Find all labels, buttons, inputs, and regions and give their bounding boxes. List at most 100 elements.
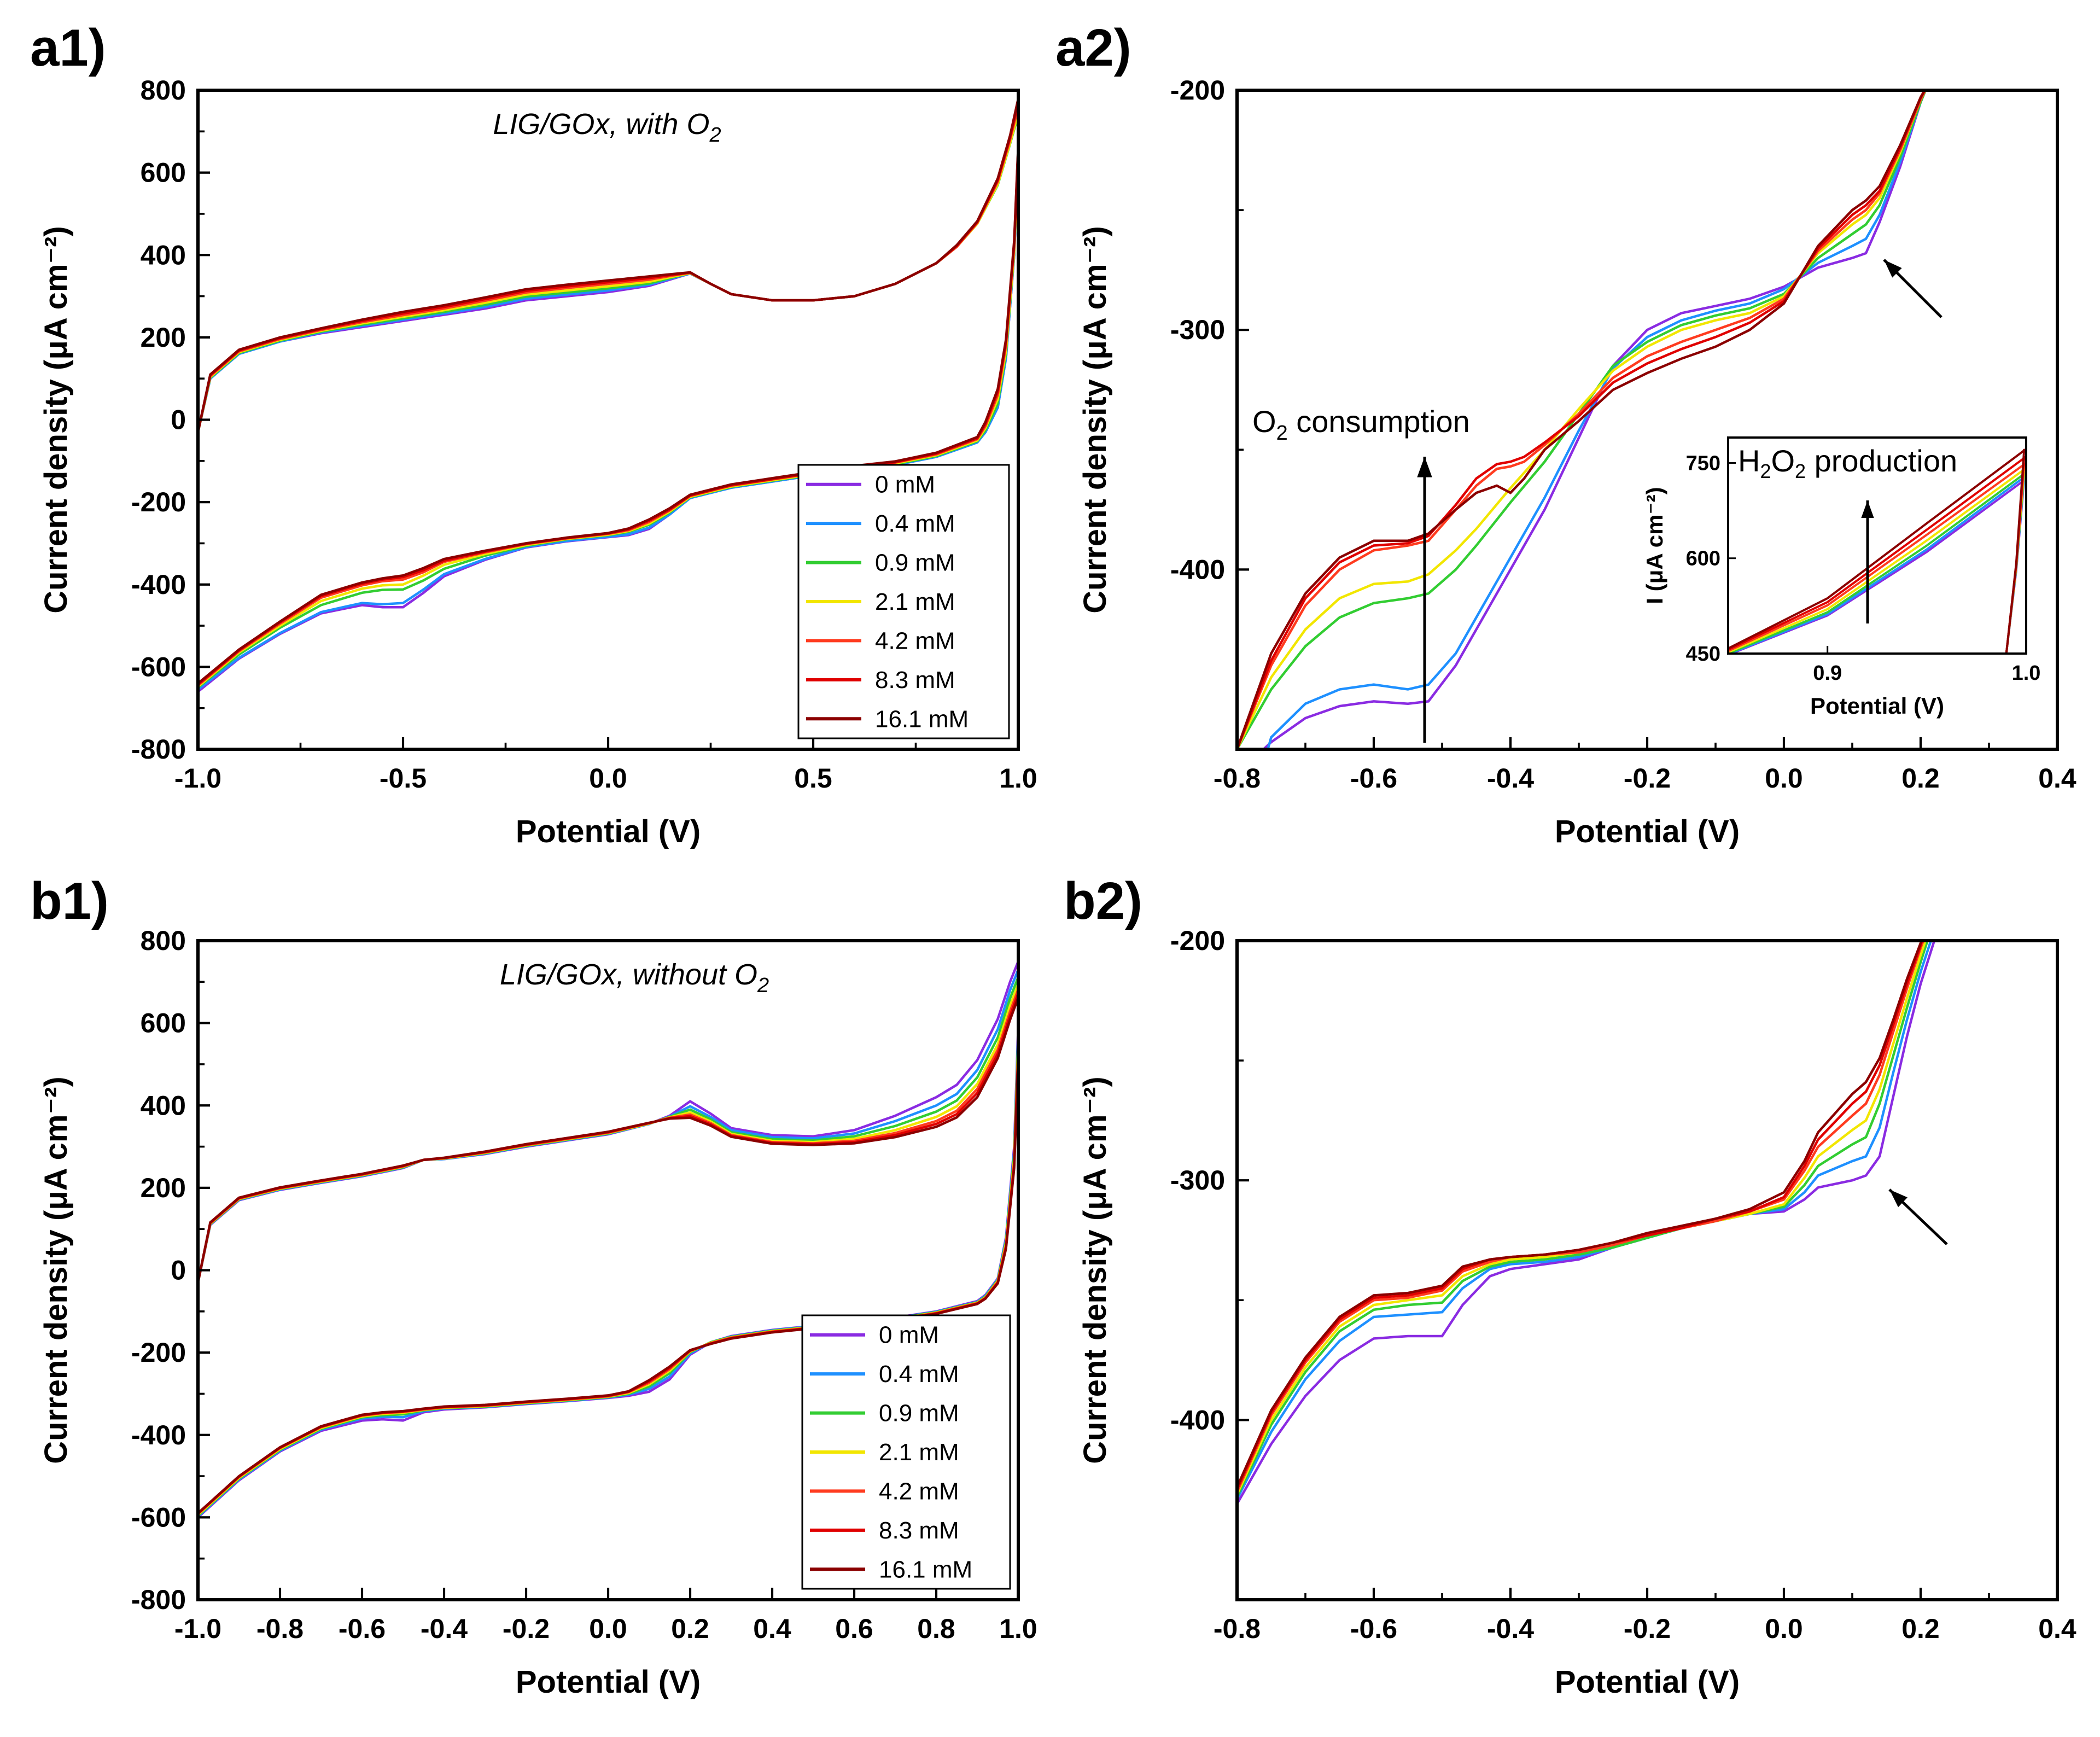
x-tick-label: 0.8 [917,1613,955,1644]
x-tick-label: 0.5 [794,763,832,794]
plot-frame [196,89,1020,751]
panel-a2: -0.8 -0.6 -0.4 -0.2 0.0 0.2 0.4 -400 -300 -200 Pot… [1077,75,2076,849]
panel-b2: -0.8 -0.6 -0.4 -0.2 0.0 0.2 0.4 -400 -300 -200 Pot… [1077,925,2076,1700]
x-tick-label: -0.8 [1214,763,1261,794]
inset-series-line-6 [1728,448,2026,650]
x-axis-title: Potential (V) [1555,814,1740,849]
legend-label: 4.2 mM [875,627,955,654]
x-tick-label: -0.8 [1214,1613,1261,1644]
panel-label-a1: a1) [30,19,106,77]
y-axis-title: Current density (μA cm⁻²) [38,226,74,613]
series-line-0 [1237,941,1936,1505]
h2o2-h: H [1738,444,1760,478]
panel-b1: -1.0 -0.8 -0.6 -0.4 -0.2 0.0 0.2 0.4 0.6 0.8 1.0 -8… [38,925,1037,1700]
inset-y-tick-label: 450 [1686,643,1720,666]
title-subscript: 2 [709,124,721,147]
legend-label: 0.9 mM [879,1400,959,1427]
y-tick-label: 0 [171,405,186,435]
panel-label-b2: b2) [1064,872,1142,930]
o2-text: O [1252,404,1276,439]
legend-label: 2.1 mM [875,588,955,615]
x-tick-label: -0.8 [256,1613,304,1644]
x-tick-label: 0.0 [589,1613,627,1644]
h2o2-o: O [1771,444,1795,478]
x-tick-label: -0.6 [339,1613,386,1644]
panel-label-b1: b1) [30,872,109,930]
inset-series-line-4 [1728,462,2026,652]
x-tick-label: 0.4 [753,1613,791,1644]
inset-a2: 0.9 1.0 450 600 750 Potential (V) I (μA cm⁻²) H… [1642,436,2040,719]
y-axis-title: Current density (μA cm⁻²) [38,1076,74,1464]
h2o2-h-sub: 2 [1760,460,1771,482]
x-tick-label: -0.6 [1350,763,1397,794]
x-tick-label: -0.2 [1624,763,1671,794]
x-axis-title: Potential (V) [516,1664,701,1700]
series-line-6 [1237,941,1923,1488]
plot-area-b1 [198,960,1018,1519]
y-tick-label: -200 [1170,75,1225,106]
title-text: LIG/GOx, with O [493,108,709,141]
x-tick-label: 0.0 [1765,763,1803,794]
inset-series-return-6 [2005,448,2026,654]
legend-label: 0.9 mM [875,550,955,576]
x-tick-label: -0.4 [1487,1613,1534,1644]
y-tick-label: 600 [141,1008,186,1039]
legend-label: 4.2 mM [879,1478,959,1505]
legend-label: 8.3 mM [879,1517,959,1544]
x-tick-label: 1.0 [999,1613,1037,1644]
legend-label: 16.1 mM [879,1556,972,1583]
panel-title: LIG/GOx, with O2 [493,108,721,147]
series-line-5 [1237,941,1923,1490]
y-tick-label: 200 [141,1173,186,1203]
inset-frame [1727,436,2027,655]
y-tick-label: -200 [131,487,186,517]
panel-a1: -1.0 -0.5 0.0 0.5 1.0 -800 -600 -400 -200 0 200 400… [38,75,1037,849]
x-axis-title: Potential (V) [1555,1664,1740,1700]
y-tick-label: -800 [131,734,186,765]
series-line-5 [1237,90,1927,749]
y-tick-label: -400 [131,1420,186,1450]
inset-bg [1728,438,2026,654]
x-tick-label: -0.6 [1350,1613,1397,1644]
legend-label: 0 mM [879,1322,939,1349]
x-tick-label: 0.2 [1901,1613,1940,1644]
y-axis-title: Current density (μA cm⁻²) [1077,226,1113,613]
x-tick-label: -1.0 [174,763,221,794]
h2o2-rest: production [1806,444,1957,478]
legend-label: 0.4 mM [879,1361,959,1388]
y-axis-title: Current density (μA cm⁻²) [1077,1076,1113,1464]
h2o2-o-sub: 2 [1795,460,1806,482]
o2-rest-text: consumption [1288,404,1470,439]
panel-label-a2: a2) [1055,19,1131,77]
title-subscript: 2 [757,974,769,997]
series-line-4 [1237,941,1925,1493]
y-tick-label: 400 [141,1090,186,1121]
x-tick-label: 1.0 [999,763,1037,794]
y-tick-label: 800 [141,75,186,106]
inset-x-tick-label: 0.9 [1813,662,1842,685]
x-tick-label: 0.6 [835,1613,873,1644]
y-tick-label: -400 [131,569,186,600]
series-line-6 [1237,90,1927,749]
legend-label: 2.1 mM [879,1439,959,1466]
x-tick-label: -0.4 [1487,763,1534,794]
y-tick-label: 800 [141,925,186,956]
y-tick-label: -300 [1170,314,1225,345]
y-tick-label: -200 [1170,925,1225,956]
legend-label: 8.3 mM [875,667,955,693]
x-tick-label: 0.0 [589,763,627,794]
series-line-2 [1237,90,1927,749]
x-tick-label: -0.5 [380,763,427,794]
y-tick-label: -800 [131,1584,186,1615]
plot-area-a1 [198,98,1018,693]
plot-frame [1235,89,2059,751]
x-axis-title: Potential (V) [516,814,701,849]
series-line-2 [1237,941,1929,1497]
y-tick-label: -600 [131,1502,186,1532]
x-tick-label: -0.4 [421,1613,468,1644]
panel-title: LIG/GOx, without O2 [500,958,769,997]
y-tick-label: -300 [1170,1165,1225,1196]
inset-y-tick-label: 750 [1686,452,1720,475]
o2-arrow-head [1417,457,1432,477]
h2o2-arrow-head [1861,500,1874,518]
